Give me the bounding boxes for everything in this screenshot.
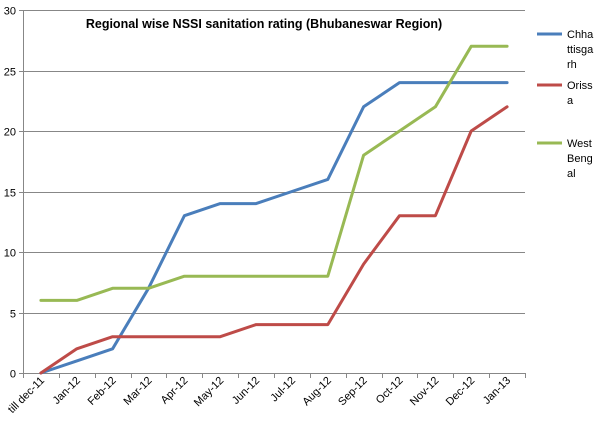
x-tick-label: Aug-12: [300, 375, 334, 409]
x-tick-label: Apr-12: [159, 375, 191, 407]
y-tick-label: 30: [4, 6, 16, 18]
y-tick-label: 5: [10, 309, 16, 321]
x-tick-label: Jun-12: [230, 375, 262, 407]
legend-label: ttisga: [567, 44, 594, 56]
x-tick-label: May-12: [192, 375, 226, 409]
x-tick-label: Dec-12: [444, 375, 478, 409]
series-line-1: [39, 105, 509, 375]
y-tick-label: 15: [4, 188, 16, 200]
y-tick-label: 25: [4, 67, 16, 79]
x-tick-label: Oct-12: [374, 375, 406, 407]
x-tick-label: till dec-11: [6, 375, 47, 416]
x-tick-label: Jan-12: [51, 375, 83, 407]
series-lines: [39, 44, 509, 375]
chart-title: Regional wise NSSI sanitation rating (Bh…: [86, 17, 442, 31]
legend-item-0: Chha ttisga rh: [537, 29, 594, 71]
x-tick-label: Jan-13: [481, 375, 513, 407]
legend-label: Oriss: [567, 80, 593, 92]
series-line-2: [39, 44, 509, 302]
y-tick-label: 20: [4, 127, 16, 139]
legend: Chha ttisga rh Oriss a West Beng al: [537, 29, 594, 180]
legend-label: Chha: [567, 29, 594, 41]
x-tick-label: Nov-12: [408, 375, 442, 409]
legend-item-1: Oriss a: [537, 80, 593, 107]
y-tick-labels: 0 5 10 15 20 25 30: [4, 6, 16, 381]
legend-label: rh: [567, 59, 577, 71]
x-tick-labels: till dec-11 Jan-12 Feb-12 Mar-12 Apr-12 May-1…: [6, 375, 513, 416]
x-tick-label: Mar-12: [121, 375, 154, 408]
legend-label: Beng: [567, 153, 593, 165]
series-line-0: [39, 81, 509, 375]
x-tick-label: Jul-12: [268, 375, 298, 405]
x-tick-label: Feb-12: [86, 375, 119, 408]
x-tick-label: Sep-12: [336, 375, 370, 409]
legend-item-2: West Beng al: [537, 138, 593, 180]
legend-label: West: [567, 138, 592, 150]
axes: [19, 10, 526, 378]
legend-label: al: [567, 168, 576, 180]
legend-label: a: [567, 95, 574, 107]
y-tick-label: 0: [10, 369, 16, 381]
gridlines: [23, 10, 525, 314]
y-tick-label: 10: [4, 248, 16, 260]
